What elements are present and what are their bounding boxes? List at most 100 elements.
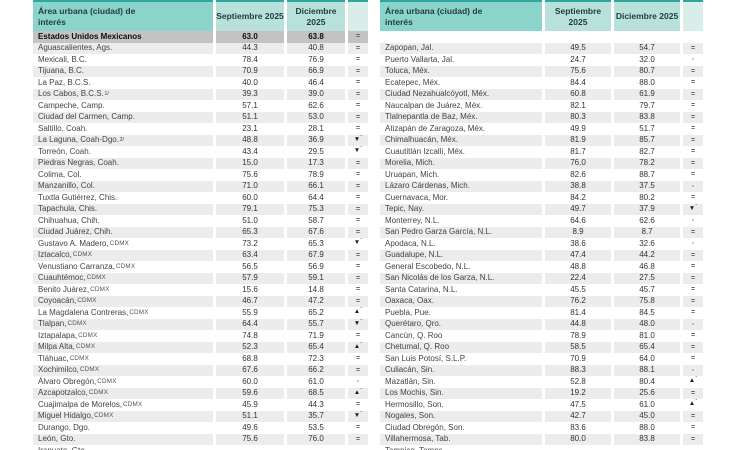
trend-symbol-cell: ▼* xyxy=(348,410,368,422)
city-cell: Ciudad Nezahualcóyotl, Méx. xyxy=(380,88,542,100)
table-row: Tlalpan, CDMX 64.4 55.7 ▼* xyxy=(33,318,371,330)
equal-sign-icon: = xyxy=(355,56,361,64)
september-value-cell: 74.8 xyxy=(216,330,284,342)
trend-symbol-cell xyxy=(683,445,703,450)
december-value-cell: 83.8 xyxy=(614,111,680,123)
december-value-cell: 72.3 xyxy=(287,353,345,365)
trend-symbol-cell: = xyxy=(348,433,368,445)
december-value-cell: 58.7 xyxy=(287,215,345,227)
up-triangle-icon: ▲* xyxy=(688,376,698,385)
trend-symbol-cell: = xyxy=(348,77,368,89)
december-value-cell: 47.2 xyxy=(287,295,345,307)
september-value-cell: 43.4 xyxy=(216,146,284,158)
equal-sign-icon: = xyxy=(690,343,696,351)
up-triangle-icon: ▲* xyxy=(353,307,363,316)
september-value-cell: 52.8 xyxy=(545,376,611,388)
city-cell: Puerto Vallarta, Jal. xyxy=(380,54,542,66)
dash-icon: - xyxy=(356,378,360,386)
equal-sign-icon: = xyxy=(690,79,696,87)
december-value-cell: 66.1 xyxy=(287,180,345,192)
equal-sign-icon: = xyxy=(355,274,361,282)
city-cell: Tepic, Nay. xyxy=(380,203,542,215)
trend-symbol-cell: = xyxy=(683,42,703,54)
september-value-cell: 64.6 xyxy=(545,215,611,227)
september-value-cell: 40.0 xyxy=(216,77,284,89)
cdmx-suffix: CDMX xyxy=(97,377,117,385)
equal-sign-icon: = xyxy=(355,171,361,179)
equal-sign-icon: = xyxy=(690,297,696,305)
trend-symbol-cell: ▼* xyxy=(348,134,368,146)
september-value-cell: 83.6 xyxy=(545,422,611,434)
equal-sign-icon: = xyxy=(690,286,696,294)
december-value-cell: 76.9 xyxy=(287,54,345,66)
table-row: Colima, Col. 75.6 78.9 = xyxy=(33,169,371,181)
urban-areas-table-left: Área urbana (ciudad) de interés Septiemb… xyxy=(33,0,371,450)
trend-symbol-cell: ▼* xyxy=(348,146,368,158)
december-value-cell: 64.4 xyxy=(287,192,345,204)
table-row: Aguascalientes, Ags. 44.3 40.8 = xyxy=(33,42,371,54)
equal-sign-icon: = xyxy=(690,102,696,110)
city-cell: Coyoacán, CDMX xyxy=(33,295,213,307)
trend-symbol-cell: = xyxy=(683,330,703,342)
table-row: Tampico, Tamps. xyxy=(380,445,706,450)
september-value-cell: 64.4 xyxy=(216,318,284,330)
city-cell: Gustavo A. Madero, CDMX xyxy=(33,238,213,250)
table-row: Mazatlán, Sin. 52.8 80.4 ▲* xyxy=(380,376,706,388)
city-cell: Estados Unidos Mexicanos xyxy=(33,31,213,43)
equal-sign-icon: = xyxy=(690,355,696,363)
december-value-cell: 88.1 xyxy=(614,364,680,376)
city-cell: Guadalupe, N.L. xyxy=(380,249,542,261)
trend-symbol-cell: = xyxy=(348,88,368,100)
table-row: Tuxtla Gutiérrez, Chis. 60.0 64.4 = xyxy=(33,192,371,204)
december-value-cell: 62.6 xyxy=(614,215,680,227)
equal-sign-icon: = xyxy=(690,113,696,121)
city-cell: Ciudad Juárez, Chih. xyxy=(33,226,213,238)
city-cell: Oaxaca, Oax. xyxy=(380,295,542,307)
september-value-cell: 51.0 xyxy=(216,215,284,227)
city-cell: Morelia, Mich. xyxy=(380,157,542,169)
equal-sign-icon: = xyxy=(690,194,696,202)
december-value-cell: 48.0 xyxy=(614,318,680,330)
equal-sign-icon: = xyxy=(355,401,361,409)
trend-symbol-cell: = xyxy=(683,111,703,123)
table-body-left: Estados Unidos Mexicanos 63.0 63.8 = Aguasca… xyxy=(33,31,371,450)
city-cell: Tlalpan, CDMX xyxy=(33,318,213,330)
city-cell: Irapuato, Gto. xyxy=(33,445,213,450)
table-row: Lázaro Cárdenas, Mich. 38.8 37.5 - xyxy=(380,180,706,192)
table-row: Tijuana, B.C. 70.9 66.9 = xyxy=(33,65,371,77)
december-value-cell: 37.9 xyxy=(614,203,680,215)
december-value-cell: 61.0 xyxy=(614,399,680,411)
september-value-cell: 49.7 xyxy=(545,203,611,215)
september-value-cell: 49.6 xyxy=(216,422,284,434)
table-row: Chihuahua, Chih. 51.0 58.7 = xyxy=(33,215,371,227)
table-row: Cuauhtémoc, CDMX 57.9 59.1 = xyxy=(33,272,371,284)
equal-sign-icon: = xyxy=(355,159,361,167)
trend-symbol-cell: = xyxy=(348,364,368,376)
equal-sign-icon: = xyxy=(690,125,696,133)
trend-symbol-cell: = xyxy=(348,353,368,365)
trend-symbol-cell: = xyxy=(348,284,368,296)
table-row: Puerto Vallarta, Jal. 24.7 32.0 - xyxy=(380,54,706,66)
city-cell: Culiacán, Sin. xyxy=(380,364,542,376)
trend-symbol-cell: - xyxy=(683,364,703,376)
up-triangle-icon: ▲* xyxy=(353,387,363,397)
table-row: Monterrey, N.L. 64.6 62.6 - xyxy=(380,215,706,227)
trend-symbol-cell: = xyxy=(348,180,368,192)
city-cell: Benito Juárez, CDMX xyxy=(33,284,213,296)
table-row: Irapuato, Gto. xyxy=(33,445,371,450)
city-cell: Durango, Dgo. xyxy=(33,422,213,434)
table-row: Cuautitlán Izcalli, Méx. 81.7 82.7 = xyxy=(380,146,706,158)
trend-symbol-cell: = xyxy=(683,65,703,77)
dash-icon: - xyxy=(691,366,695,374)
trend-symbol-cell: - xyxy=(683,318,703,330)
city-cell: Mexicali, B.C. xyxy=(33,54,213,66)
city-cell: La Paz, B.C.S. xyxy=(33,77,213,89)
september-value-cell: 84.4 xyxy=(545,77,611,89)
trend-symbol-cell: = xyxy=(348,261,368,273)
city-cell: Cuauhtémoc, CDMX xyxy=(33,272,213,284)
trend-symbol-cell: = xyxy=(683,169,703,181)
table-row: Cuajimalpa de Morelos, CDMX 45.9 44.3 = xyxy=(33,399,371,411)
table-row: Nogales, Son. 42.7 45.0 = xyxy=(380,410,706,422)
september-value-cell: 45.5 xyxy=(545,284,611,296)
december-value-cell: 67.6 xyxy=(287,226,345,238)
